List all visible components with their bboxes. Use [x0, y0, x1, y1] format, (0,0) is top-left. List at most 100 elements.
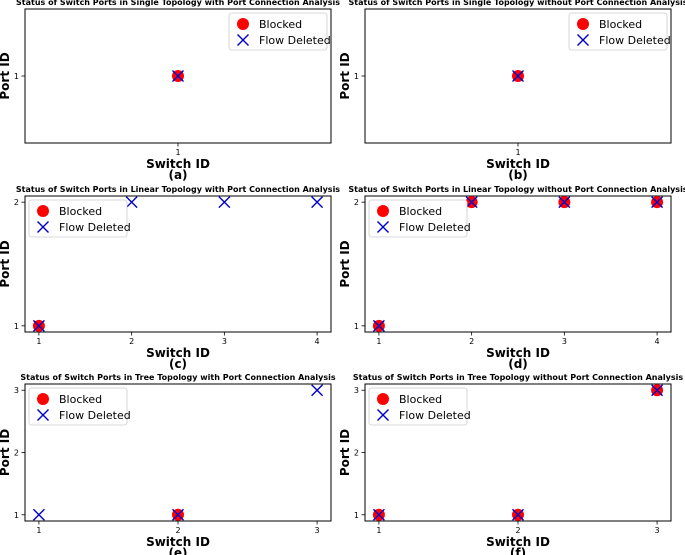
- chart-panel-b: Status of Switch Ports in Single Topolog…: [338, 0, 685, 182]
- legend: Blocked Flow Deleted: [28, 387, 131, 426]
- legend-blocked-label: Blocked: [599, 18, 642, 31]
- flow-deleted-point: [32, 508, 45, 521]
- x-tick-label: 3: [222, 337, 227, 346]
- legend-blocked-marker: [37, 393, 49, 405]
- legend-flow-deleted-label: Flow Deleted: [399, 221, 471, 234]
- legend-box: [28, 199, 128, 238]
- legend-blocked-label: Blocked: [399, 393, 442, 406]
- x-tick-label: 1: [36, 337, 41, 346]
- y-tick-label: 3: [14, 386, 19, 395]
- x-marker-stroke: [311, 384, 324, 397]
- flow-deleted-point: [651, 196, 664, 209]
- flow-deleted-point: [32, 319, 45, 332]
- x-tick-label: 3: [315, 526, 320, 535]
- legend: Blocked Flow Deleted: [228, 12, 331, 51]
- flow-deleted-point: [311, 384, 324, 397]
- x-tick-label: 1: [175, 148, 180, 157]
- x-axis-label: Switch ID: [486, 535, 550, 549]
- legend: Blocked Flow Deleted: [368, 387, 471, 426]
- y-axis-label: Port ID: [0, 429, 12, 476]
- x-marker-stroke: [172, 508, 184, 521]
- y-axis-label: Port ID: [0, 52, 12, 99]
- legend-box: [228, 12, 328, 51]
- chart-title: Status of Switch Ports in Tree Topology …: [353, 373, 683, 382]
- x-axis-label: Switch ID: [146, 535, 210, 549]
- x-marker-stroke: [372, 508, 385, 521]
- panel-label: (e): [168, 546, 187, 555]
- x-axis-label: Switch ID: [146, 157, 210, 171]
- x-marker-stroke: [651, 196, 664, 209]
- legend-blocked-label: Blocked: [259, 18, 302, 31]
- x-axis-label: Switch ID: [486, 157, 550, 171]
- x-tick-label: 2: [129, 337, 134, 346]
- legend-flow-deleted-marker: [577, 34, 589, 46]
- x-tick-label: 3: [655, 526, 660, 535]
- flow-deleted-point: [172, 70, 184, 82]
- legend: Blocked Flow Deleted: [28, 199, 131, 238]
- legend-flow-deleted-label: Flow Deleted: [259, 34, 331, 47]
- y-tick-label: 1: [14, 72, 19, 81]
- flow-deleted-point: [465, 196, 478, 209]
- legend-blocked-label: Blocked: [59, 393, 102, 406]
- panel-label: (d): [508, 357, 528, 371]
- x-marker-stroke: [311, 196, 324, 209]
- flow-deleted-point: [558, 196, 571, 209]
- flow-deleted-point: [372, 508, 385, 521]
- y-axis-label: Port ID: [338, 429, 352, 476]
- x-marker-stroke: [558, 196, 571, 209]
- x-marker-stroke: [237, 34, 249, 46]
- legend-box: [568, 12, 668, 51]
- panel-label: (c): [169, 357, 187, 371]
- panel-label: (f): [510, 546, 526, 555]
- x-marker-stroke: [37, 221, 49, 233]
- chart-panel-c: Status of Switch Ports in Linear Topolog…: [0, 185, 340, 371]
- legend-box: [368, 199, 468, 238]
- x-marker-stroke: [32, 508, 45, 521]
- x-tick-label: 3: [562, 337, 567, 346]
- chart-title: Status of Switch Ports in Single Topolog…: [349, 0, 685, 7]
- legend-flow-deleted-marker: [237, 34, 249, 46]
- x-marker-stroke: [577, 34, 589, 46]
- y-axis-label: Port ID: [338, 240, 352, 287]
- y-tick-label: 2: [354, 449, 359, 458]
- chart-panel-e: Status of Switch Ports in Tree Topology …: [0, 373, 336, 555]
- x-tick-label: 1: [376, 337, 381, 346]
- x-marker-stroke: [377, 221, 389, 233]
- x-tick-label: 1: [376, 526, 381, 535]
- flow-deleted-point: [125, 196, 138, 209]
- x-marker-stroke: [651, 384, 664, 397]
- chart-title: Status of Switch Ports in Linear Topolog…: [16, 185, 340, 194]
- x-marker-stroke: [377, 409, 389, 421]
- legend-blocked-marker: [37, 205, 49, 217]
- x-marker-stroke: [218, 196, 231, 209]
- x-marker-stroke: [37, 409, 49, 421]
- legend-flow-deleted-marker: [37, 409, 49, 421]
- x-marker-stroke: [125, 196, 138, 209]
- flow-deleted-point: [218, 196, 231, 209]
- chart-panel-d: Status of Switch Ports in Linear Topolog…: [338, 185, 685, 371]
- y-tick-label: 2: [354, 198, 359, 207]
- x-marker-stroke: [512, 508, 524, 521]
- y-tick-label: 1: [354, 322, 359, 331]
- legend-flow-deleted-label: Flow Deleted: [599, 34, 671, 47]
- chart-title: Status of Switch Ports in Tree Topology …: [20, 373, 335, 382]
- legend-box: [28, 387, 128, 426]
- legend-blocked-label: Blocked: [59, 205, 102, 218]
- x-tick-label: 2: [515, 526, 520, 535]
- y-tick-label: 1: [14, 511, 19, 520]
- x-tick-label: 1: [36, 526, 41, 535]
- legend-flow-deleted-label: Flow Deleted: [59, 409, 131, 422]
- panel-label: (a): [168, 168, 187, 182]
- x-marker-stroke: [32, 319, 45, 332]
- y-tick-label: 1: [354, 511, 359, 520]
- x-axis-label: Switch ID: [486, 346, 550, 360]
- legend-blocked-marker: [377, 205, 389, 217]
- y-tick-label: 1: [14, 322, 19, 331]
- x-marker-stroke: [372, 319, 385, 332]
- x-marker-stroke: [465, 196, 478, 209]
- x-tick-label: 4: [655, 337, 660, 346]
- y-tick-label: 1: [354, 72, 359, 81]
- y-tick-label: 3: [354, 386, 359, 395]
- legend: Blocked Flow Deleted: [568, 12, 671, 51]
